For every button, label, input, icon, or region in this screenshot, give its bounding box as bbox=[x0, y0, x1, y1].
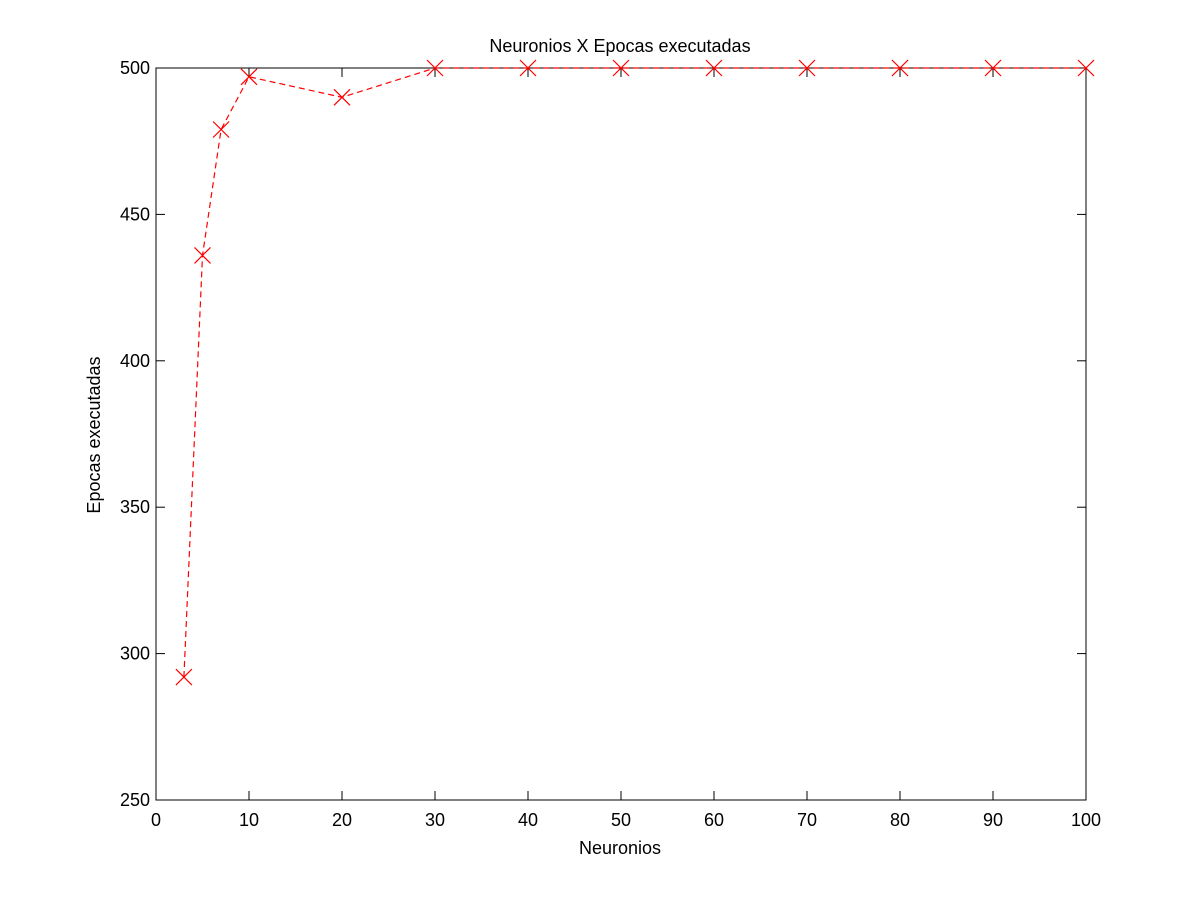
data-point-marker bbox=[212, 121, 230, 138]
data-point-marker bbox=[175, 668, 193, 686]
x-tick-label: 100 bbox=[1071, 810, 1101, 830]
x-tick-label: 20 bbox=[332, 810, 352, 830]
y-tick-label: 300 bbox=[120, 644, 150, 664]
data-point-marker bbox=[891, 59, 909, 77]
chart-title: Neuronios X Epocas executadas bbox=[489, 36, 750, 56]
plot-frame bbox=[155, 67, 1087, 801]
y-tick-label: 450 bbox=[120, 204, 150, 224]
x-axis: 0 10 20 30 40 50 60 70 80 90 100 bbox=[151, 68, 1101, 830]
x-axis-title: Neuronios bbox=[579, 838, 661, 858]
marker-stroke bbox=[984, 59, 1002, 77]
marker-stroke bbox=[175, 668, 193, 686]
x-tick-label: 90 bbox=[983, 810, 1003, 830]
marker-stroke bbox=[194, 246, 211, 264]
x-tick-label: 80 bbox=[890, 810, 910, 830]
data-point-marker bbox=[705, 59, 723, 77]
marker-stroke bbox=[333, 88, 351, 106]
marker-stroke bbox=[1077, 59, 1095, 77]
data-point-marker bbox=[984, 59, 1002, 77]
marker-stroke bbox=[612, 59, 630, 77]
series-layer bbox=[175, 59, 1095, 686]
data-point-marker bbox=[1077, 59, 1095, 77]
marker-stroke bbox=[891, 59, 909, 77]
data-point-marker bbox=[426, 59, 444, 77]
x-tick-label: 70 bbox=[797, 810, 817, 830]
x-tick-label: 50 bbox=[611, 810, 631, 830]
x-tick-label: 40 bbox=[518, 810, 538, 830]
data-point-marker bbox=[798, 59, 816, 77]
y-tick-label: 250 bbox=[120, 790, 150, 810]
y-axis: 250 300 350 400 450 500 bbox=[120, 58, 1086, 810]
data-point-marker bbox=[612, 59, 630, 77]
y-tick-label: 400 bbox=[120, 351, 150, 371]
marker-stroke bbox=[705, 59, 723, 77]
data-point-marker bbox=[194, 246, 211, 264]
y-tick-label: 350 bbox=[120, 497, 150, 517]
marker-stroke bbox=[798, 59, 816, 77]
plot-area-border bbox=[155, 67, 1087, 801]
x-tick-label: 10 bbox=[239, 810, 259, 830]
x-tick-label: 30 bbox=[425, 810, 445, 830]
data-point-marker bbox=[333, 88, 351, 106]
marker-stroke bbox=[519, 59, 537, 77]
x-tick-label: 60 bbox=[704, 810, 724, 830]
marker-stroke bbox=[426, 59, 444, 77]
y-axis-title: Epocas executadas bbox=[84, 356, 104, 513]
data-point-marker bbox=[240, 68, 258, 86]
y-tick-label: 500 bbox=[120, 58, 150, 78]
marker-stroke bbox=[240, 68, 258, 86]
data-point-marker bbox=[519, 59, 537, 77]
x-tick-label: 0 bbox=[151, 810, 161, 830]
marker-stroke bbox=[212, 121, 230, 138]
